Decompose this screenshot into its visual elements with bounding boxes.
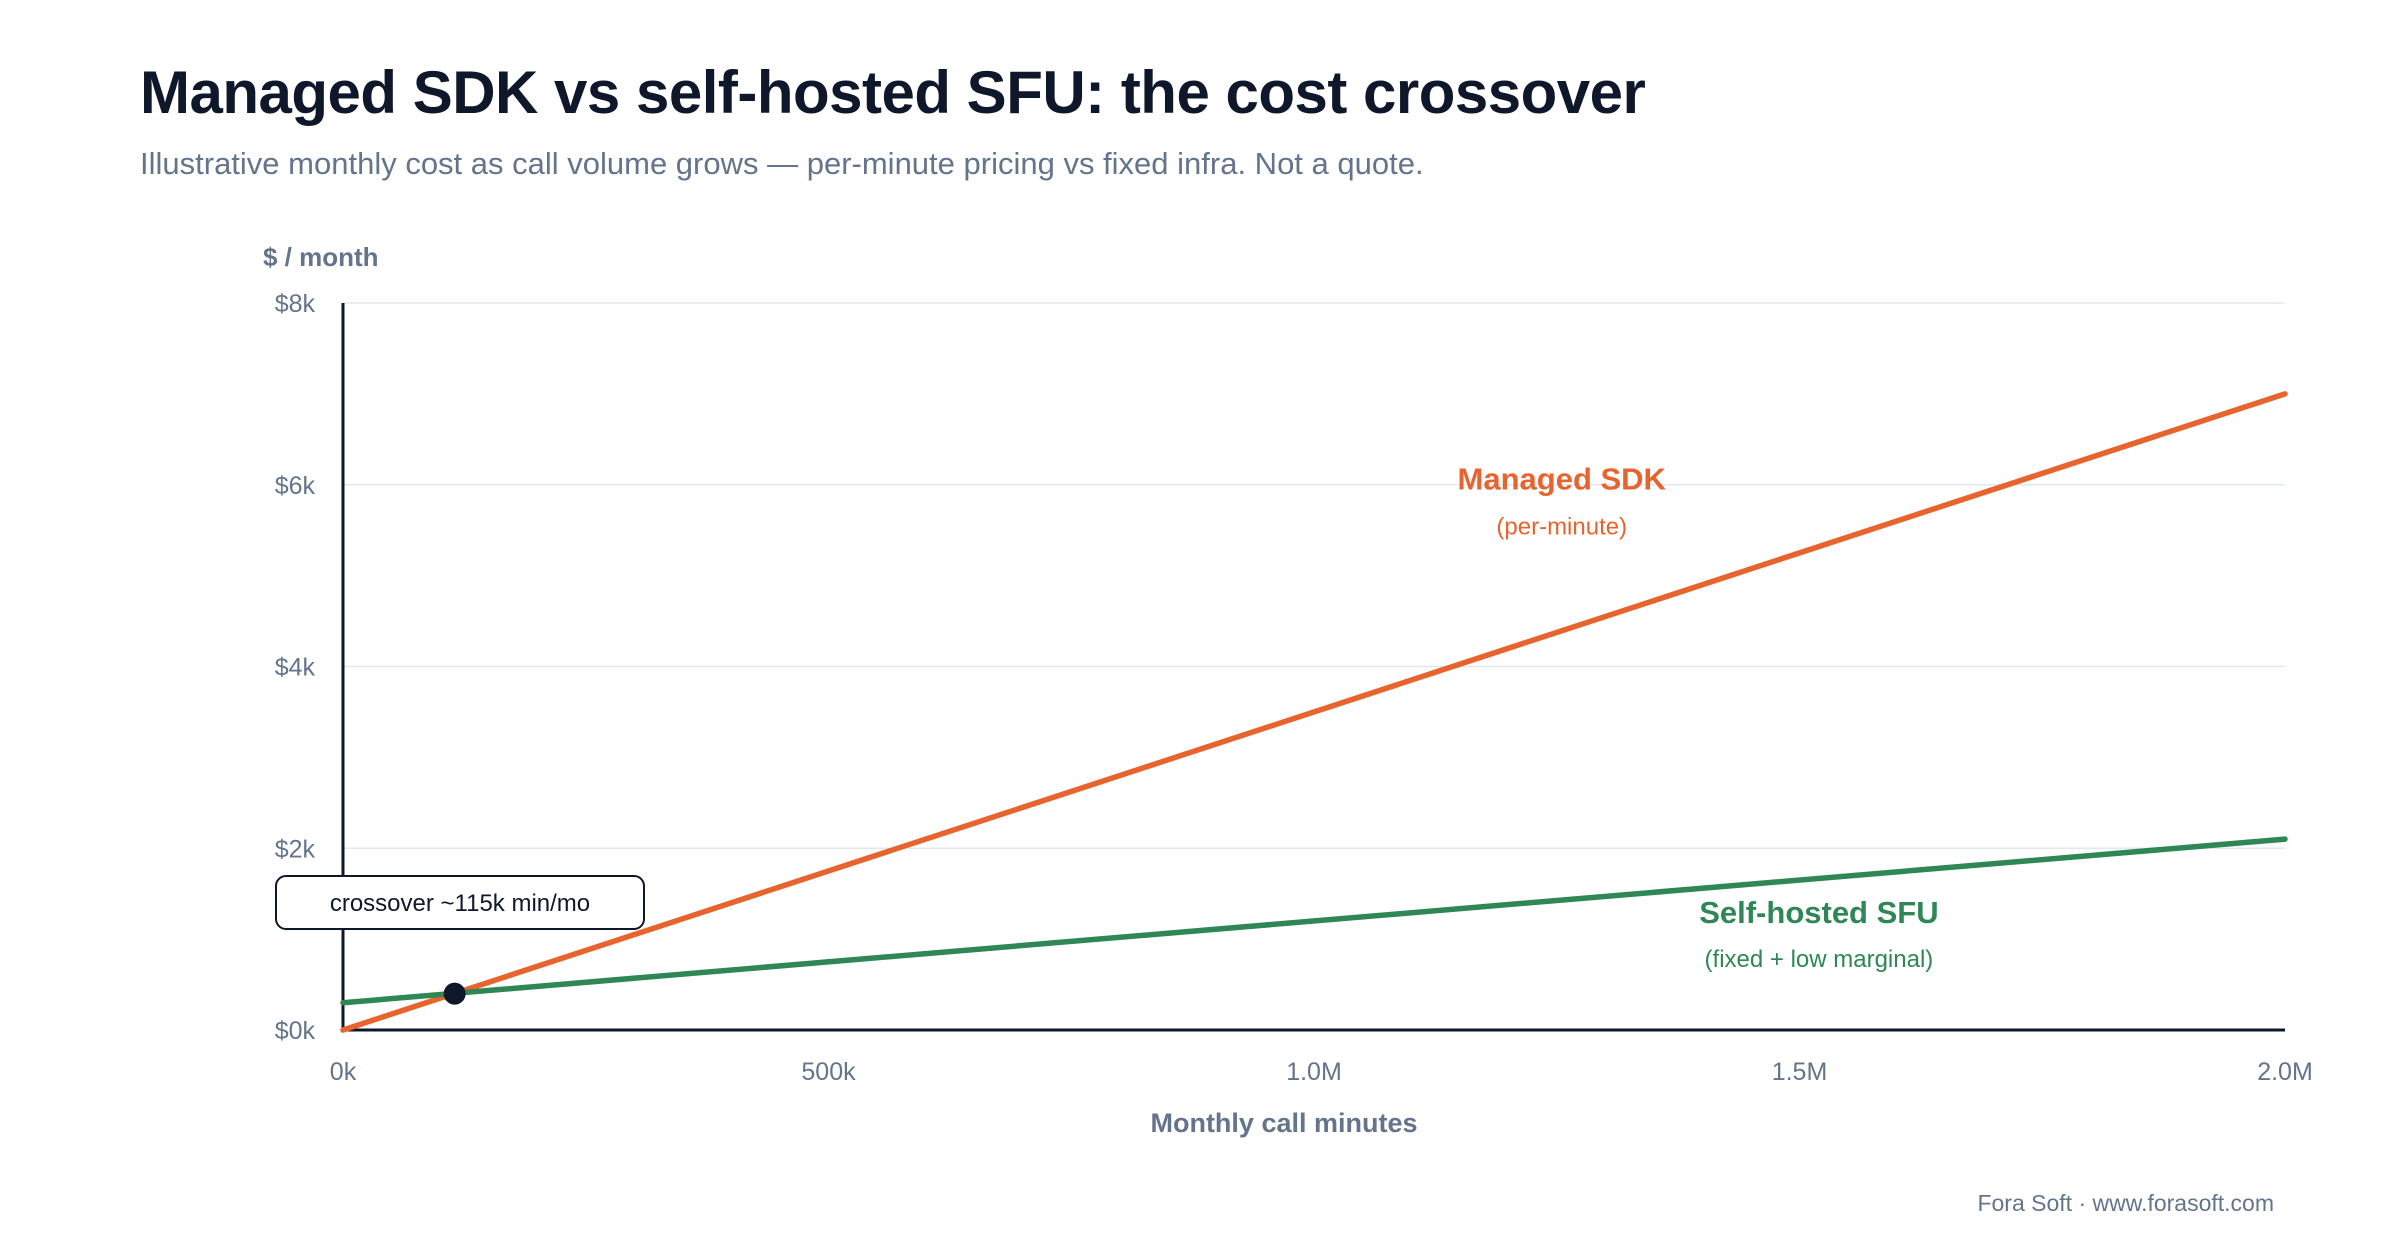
crossover-callout-label: crossover ~115k min/mo [330, 890, 590, 917]
chart-subtitle: Illustrative monthly cost as call volume… [140, 146, 1424, 181]
y-tick-label: $6k [275, 472, 316, 500]
labels: $0k $2k $4k $6k $8k 0k 500k 1.0M 1.5M 2.0M $ / mon… [263, 242, 2313, 1138]
y-axis-title: $ / month [263, 242, 379, 272]
y-tick-label: $0k [275, 1017, 316, 1045]
series [340, 391, 2288, 1033]
managed-sdk-line [340, 391, 2288, 1033]
self-hosted-sfu-sublabel: (fixed + low marginal) [1705, 946, 1934, 973]
x-tick-label: 1.0M [1286, 1058, 1342, 1086]
y-tick-label: $4k [275, 654, 316, 682]
crossover-callout-box [275, 875, 645, 930]
managed-sdk-label: Managed SDK [1458, 461, 1667, 496]
crossover-marker [443, 982, 466, 1005]
gridlines [343, 302, 2285, 849]
managed-sdk-sublabel: (per-minute) [1496, 513, 1627, 540]
y-tick-label: $2k [275, 835, 316, 863]
x-tick-label: 500k [801, 1058, 856, 1086]
x-tick-label: 1.5M [1772, 1058, 1828, 1086]
x-tick-label: 2.0M [2257, 1058, 2313, 1086]
self-hosted-sfu-label: Self-hosted SFU [1699, 895, 1938, 930]
x-tick-label: 0k [330, 1058, 357, 1086]
footer-credit: Fora Soft · www.forasoft.com [1977, 1190, 2274, 1216]
chart-title: Managed SDK vs self-hosted SFU: the cost… [140, 59, 1646, 126]
self-hosted-sfu-line [340, 836, 2288, 1006]
x-axis-title: Monthly call minutes [1150, 1108, 1417, 1138]
y-tick-label: $8k [275, 290, 316, 318]
